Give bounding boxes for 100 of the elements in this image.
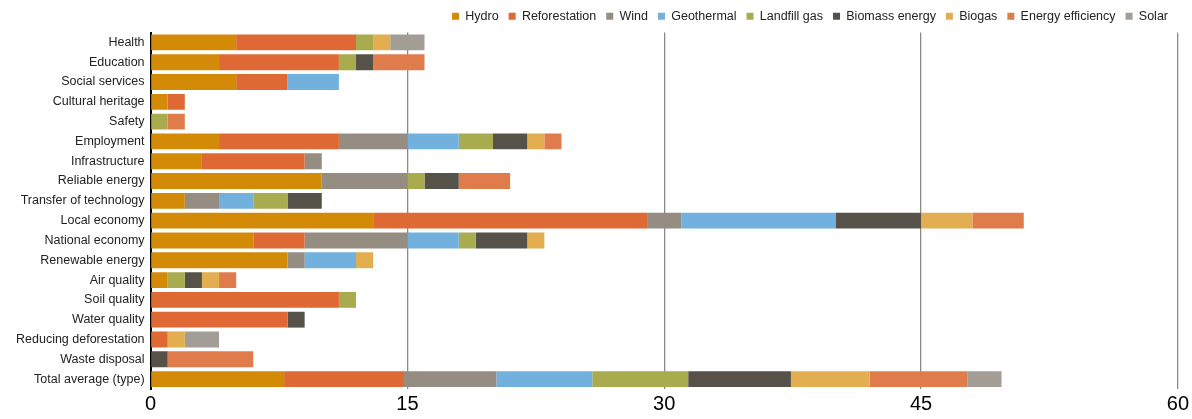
bar xyxy=(338,291,357,308)
bar xyxy=(219,192,254,209)
legend-label: Wind xyxy=(619,8,649,23)
bar xyxy=(527,133,545,150)
bar xyxy=(790,371,870,388)
bar xyxy=(151,252,288,269)
bar xyxy=(338,133,408,150)
bar xyxy=(835,212,922,229)
y-tick-label: Air quality xyxy=(89,272,146,287)
bar xyxy=(151,192,185,209)
bar xyxy=(253,192,288,209)
bar xyxy=(338,54,357,71)
x-tick-label: 30 xyxy=(653,391,676,414)
bar xyxy=(201,272,220,288)
bar xyxy=(151,272,168,288)
bar xyxy=(284,371,404,388)
bar xyxy=(167,331,185,348)
y-tick-label: Renewable energy xyxy=(40,252,146,267)
bar xyxy=(151,232,254,249)
bar xyxy=(304,232,408,249)
bar xyxy=(592,371,689,388)
x-tick-label: 60 xyxy=(1166,391,1189,414)
y-tick-label: Reliable energy xyxy=(57,173,146,188)
y-tick-label: Social services xyxy=(61,74,145,89)
bar xyxy=(184,331,220,348)
bar xyxy=(424,173,459,189)
bar xyxy=(219,54,339,71)
bar xyxy=(167,351,254,368)
bar xyxy=(869,371,968,388)
bar xyxy=(475,232,528,249)
bar xyxy=(287,74,339,90)
bar xyxy=(373,34,391,51)
bar xyxy=(681,212,836,229)
bar xyxy=(236,74,288,90)
y-tick-label: Employment xyxy=(75,133,146,148)
bar xyxy=(356,54,374,71)
bar xyxy=(407,133,459,150)
bar xyxy=(921,212,973,229)
y-tick-label: Infrastructure xyxy=(70,153,145,168)
y-tick-label: Water quality xyxy=(72,312,146,327)
bar xyxy=(496,371,593,388)
bar xyxy=(151,113,168,130)
bar xyxy=(972,212,1024,229)
y-tick-label: Waste disposal xyxy=(60,351,145,366)
bar xyxy=(321,173,408,189)
bar xyxy=(151,173,322,189)
legend-label: Hydro xyxy=(465,8,499,23)
legend-label: Reforestation xyxy=(521,8,597,23)
bar xyxy=(151,311,288,328)
bar xyxy=(458,232,476,249)
bar xyxy=(287,192,322,209)
legend-label: Geothermal xyxy=(671,8,737,23)
bar xyxy=(356,252,374,269)
legend-label: Landfill gas xyxy=(759,8,824,23)
y-tick-label: Transfer of technology xyxy=(20,193,146,208)
bar xyxy=(390,34,425,51)
bar xyxy=(967,371,1002,388)
bar xyxy=(219,272,237,288)
y-tick-label: Local economy xyxy=(60,213,146,228)
x-tick-label: 15 xyxy=(396,391,419,414)
bar xyxy=(458,173,511,189)
legend-label: Energy efficiency xyxy=(1020,8,1117,23)
bar xyxy=(544,133,562,150)
bar xyxy=(151,212,374,229)
bar xyxy=(688,371,791,388)
bar xyxy=(236,34,357,51)
bar xyxy=(151,34,237,51)
bar xyxy=(373,54,425,71)
y-tick-label: National economy xyxy=(44,232,146,247)
bar xyxy=(253,232,305,249)
bar xyxy=(527,232,545,249)
x-tick-label: 0 xyxy=(145,391,157,414)
bar xyxy=(151,351,168,368)
x-tick-label: 45 xyxy=(909,391,933,414)
bar xyxy=(184,272,202,288)
legend-label: Biogas xyxy=(959,8,998,23)
y-tick-label: Safety xyxy=(109,114,146,129)
legend-label: Biomass energy xyxy=(846,8,937,23)
bar xyxy=(151,291,339,308)
legend-label: Solar xyxy=(1138,8,1169,23)
bar xyxy=(151,371,285,388)
y-tick-label: Soil quality xyxy=(84,292,146,307)
bar xyxy=(184,192,220,209)
y-tick-label: Health xyxy=(108,34,145,49)
bar xyxy=(151,153,202,170)
bar xyxy=(304,252,357,269)
bar xyxy=(201,153,305,170)
bar xyxy=(493,133,528,150)
bar xyxy=(287,252,305,269)
bar xyxy=(167,113,185,130)
bar xyxy=(151,54,220,71)
bar xyxy=(458,133,493,150)
y-tick-label: Cultural heritage xyxy=(52,94,145,109)
y-tick-label: Reducing deforestation xyxy=(16,331,145,346)
bar xyxy=(407,173,425,189)
bar xyxy=(287,311,305,328)
bar xyxy=(167,93,185,110)
y-tick-label: Total average (type) xyxy=(34,371,145,386)
y-tick-label: Education xyxy=(88,54,145,69)
bar xyxy=(151,93,168,110)
